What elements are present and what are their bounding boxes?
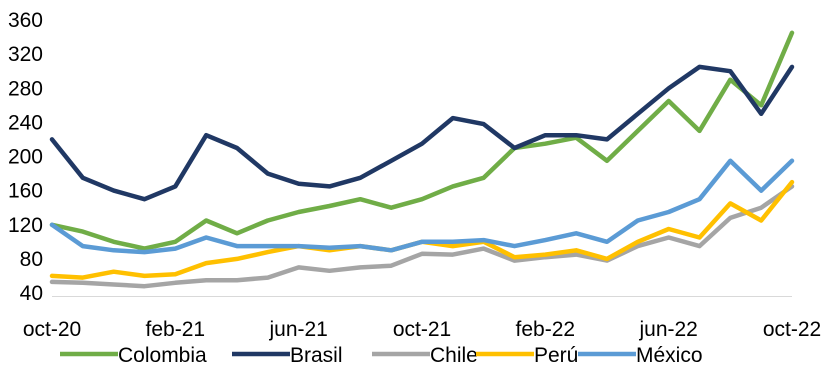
legend: Colombia Brasil Chile Perú México <box>60 344 703 366</box>
legend-label: Colombia <box>118 344 207 366</box>
series-line-2 <box>49 184 795 289</box>
x-tick-label: jun-21 <box>268 318 327 341</box>
series-line-4 <box>49 158 795 255</box>
y-tick-label: 280 <box>8 77 43 100</box>
y-tick-label: 160 <box>8 180 43 203</box>
y-tick-label: 120 <box>8 214 43 237</box>
y-tick-label: 200 <box>8 146 43 169</box>
x-tick-label: oct-21 <box>393 318 451 341</box>
x-tick-label: feb-22 <box>516 318 576 341</box>
series-line-3 <box>49 179 795 280</box>
legend-label: México <box>636 344 703 366</box>
series-line-1 <box>49 64 795 202</box>
x-axis: oct-20 feb-21 jun-21 oct-21 feb-22 jun-22 oct-… <box>23 296 821 341</box>
y-tick-label: 80 <box>20 248 43 271</box>
series-line-0 <box>49 30 795 251</box>
y-axis: 40 80 120 160 200 240 280 320 360 <box>8 9 43 305</box>
plot-area <box>49 30 795 289</box>
y-tick-label: 40 <box>20 282 43 305</box>
legend-label: Perú <box>534 344 578 366</box>
x-tick-label: oct-20 <box>23 318 81 341</box>
y-tick-label: 360 <box>8 9 43 32</box>
legend-label: Chile <box>430 344 478 366</box>
y-tick-label: 320 <box>8 43 43 66</box>
x-tick-label: jun-22 <box>638 318 697 341</box>
y-tick-label: 240 <box>8 111 43 134</box>
x-tick-label: feb-21 <box>146 318 206 341</box>
x-tick-label: oct-22 <box>763 318 821 341</box>
legend-label: Brasil <box>290 344 343 366</box>
